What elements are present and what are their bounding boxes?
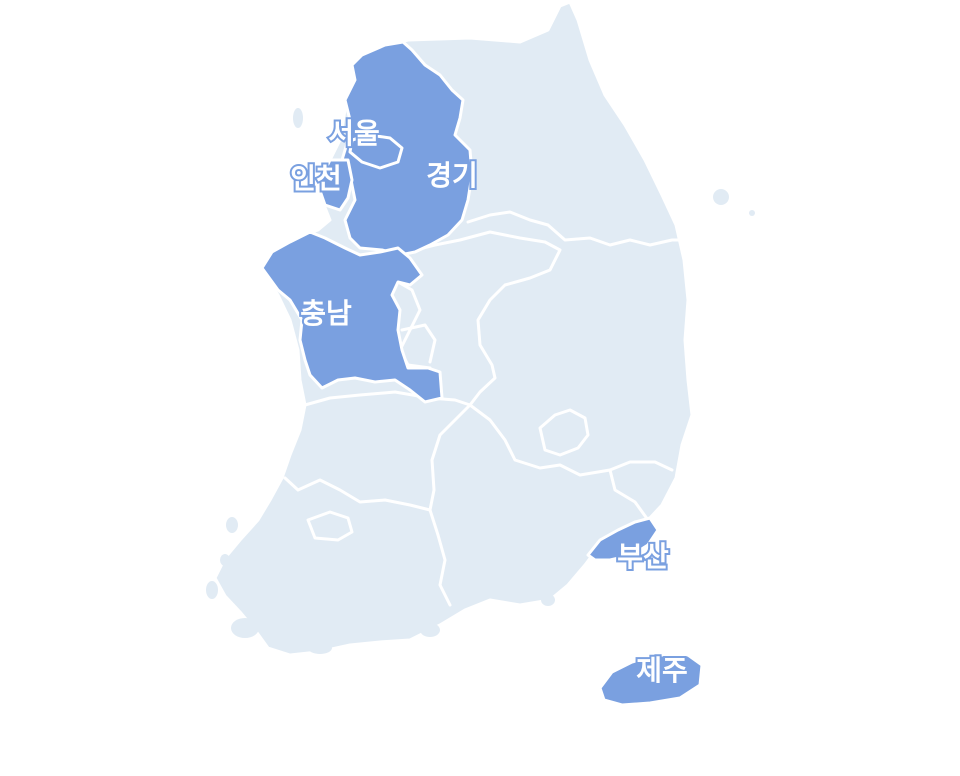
s-island-1 bbox=[308, 642, 332, 654]
s-island-4 bbox=[512, 589, 528, 601]
region-seoul[interactable] bbox=[348, 133, 404, 170]
label-incheon: 인천 bbox=[290, 162, 342, 195]
s-island-3 bbox=[420, 623, 440, 637]
ganghwa-island bbox=[293, 108, 303, 128]
border-chungbuk bbox=[413, 230, 562, 407]
label-busan: 부산 bbox=[617, 540, 669, 573]
border-gangwon-south bbox=[466, 210, 686, 247]
region-incheon[interactable] bbox=[316, 158, 354, 212]
region-jeju[interactable] bbox=[598, 653, 704, 707]
s-island-2 bbox=[362, 620, 382, 636]
border-gyeongnam bbox=[428, 508, 452, 607]
dokdo-island bbox=[749, 210, 755, 216]
ulleung-island bbox=[713, 189, 729, 205]
label-chungnam: 충남 bbox=[300, 297, 352, 330]
border-daejeon bbox=[400, 323, 437, 364]
label-jeju: 제주 bbox=[636, 654, 688, 687]
border-jeonbuk bbox=[283, 390, 472, 512]
region-busan[interactable] bbox=[586, 516, 660, 562]
border-daegu bbox=[538, 408, 590, 457]
border-gyeongnam-east bbox=[608, 468, 650, 522]
sw-island-4 bbox=[231, 618, 259, 638]
sw-island-1 bbox=[226, 517, 238, 533]
s-island-5 bbox=[541, 594, 555, 606]
border-gwangju bbox=[306, 510, 354, 542]
sw-island-2 bbox=[220, 554, 230, 566]
border-gyeongbuk bbox=[468, 403, 674, 477]
label-gyeonggi: 경기 bbox=[426, 159, 478, 192]
region-gyeonggi[interactable] bbox=[340, 40, 474, 257]
sw-island-3 bbox=[206, 581, 218, 599]
label-seoul: 서울 bbox=[328, 117, 380, 150]
region-chungnam[interactable] bbox=[260, 230, 444, 404]
